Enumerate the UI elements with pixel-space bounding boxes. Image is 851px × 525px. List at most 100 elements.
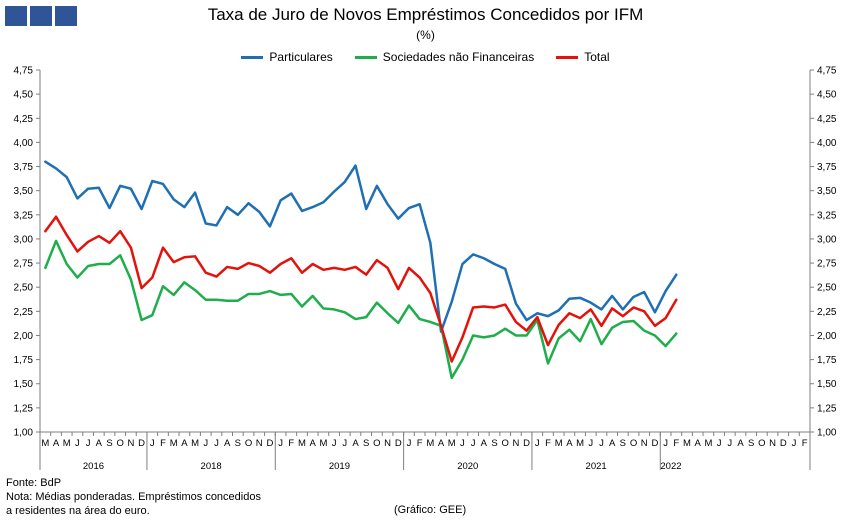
x-tick-label-month: M (448, 438, 456, 449)
chart-title: Taxa de Juro de Novos Empréstimos Conced… (207, 5, 644, 24)
x-tick-label-month: J (460, 438, 465, 449)
y-tick-label-right: 2,25 (817, 307, 837, 318)
x-tick-label-month: A (96, 438, 103, 449)
x-tick-label-month: S (491, 438, 497, 449)
x-tick-label-month: F (673, 438, 679, 449)
x-tick-label-month: J (86, 438, 91, 449)
x-tick-label-month: A (481, 438, 488, 449)
x-tick-label-month: S (106, 438, 112, 449)
chart-legend: Particulares Sociedades não Financeiras … (0, 50, 851, 64)
x-tick-label-month: J (332, 438, 337, 449)
y-tick-label-right: 2,75 (817, 259, 837, 270)
legend-label-particulares: Particulares (269, 50, 333, 64)
x-tick-label-month: J (792, 438, 797, 449)
x-tick-label-month: D (523, 438, 530, 449)
y-tick-label-left: 4,25 (14, 114, 34, 125)
x-tick-label-month: A (737, 438, 744, 449)
x-tick-label-month: N (769, 438, 776, 449)
series-line-0 (44, 160, 678, 333)
methodology-note-continued: a residentes na área do euro. (6, 505, 150, 517)
y-tick-label-left: 3,50 (14, 186, 34, 197)
x-tick-label-month: N (512, 438, 519, 449)
y-tick-label-left: 4,75 (14, 66, 34, 77)
x-tick-label-month: A (609, 438, 616, 449)
x-tick-label-month: N (641, 438, 648, 449)
x-tick-label-month: J (471, 438, 476, 449)
y-tick-label-right: 3,25 (817, 210, 837, 221)
y-tick-label-right: 3,75 (817, 162, 837, 173)
x-tick-label-month: M (319, 438, 327, 449)
x-tick-label-year: 2019 (329, 461, 350, 472)
legend-swatch-particulares (241, 55, 264, 59)
x-tick-label-year: 2018 (201, 461, 222, 472)
x-tick-label-year: 2022 (660, 461, 681, 472)
x-tick-label-month: A (310, 438, 317, 449)
x-tick-label-month: S (620, 438, 626, 449)
y-tick-label-right: 2,00 (817, 331, 837, 342)
y-tick-label-right: 1,50 (817, 379, 837, 390)
y-tick-label-left: 3,00 (14, 234, 34, 245)
x-tick-label-month: O (502, 438, 509, 449)
y-tick-label-left: 1,25 (14, 403, 34, 414)
y-tick-label-left: 3,25 (14, 210, 34, 221)
y-tick-label-left: 3,75 (14, 162, 34, 173)
chart-subtitle: (%) (416, 28, 435, 42)
y-tick-label-left: 2,75 (14, 259, 34, 270)
legend-swatch-total (556, 55, 579, 59)
y-tick-label-right: 4,75 (817, 66, 837, 77)
logo-block (5, 6, 27, 26)
x-tick-label-year: 2021 (586, 461, 607, 472)
x-tick-label-month: J (214, 438, 219, 449)
x-tick-label-year: 2016 (83, 461, 104, 472)
x-tick-label-month: N (384, 438, 391, 449)
y-tick-label-left: 1,50 (14, 379, 34, 390)
legend-item-total: Total (556, 50, 610, 64)
series-line-2 (44, 215, 678, 363)
x-tick-label-month: N (256, 438, 263, 449)
x-tick-label-month: J (663, 438, 668, 449)
x-tick-label-month: D (651, 438, 658, 449)
x-tick-label-month: S (235, 438, 241, 449)
y-tick-label-left: 2,00 (14, 331, 34, 342)
x-tick-label-month: J (203, 438, 208, 449)
y-tick-label-right: 1,00 (817, 428, 837, 439)
y-tick-label-left: 1,75 (14, 355, 34, 366)
chart-footer: Fonte: BdP Nota: Médias ponderadas. Empr… (6, 476, 261, 518)
x-tick-label-month: M (191, 438, 199, 449)
x-tick-label-month: F (160, 438, 166, 449)
legend-item-snf: Sociedades não Financeiras (354, 50, 535, 64)
x-tick-label-month: J (342, 438, 347, 449)
x-tick-label-month: J (150, 438, 155, 449)
x-tick-label-month: J (717, 438, 722, 449)
x-tick-label-month: O (758, 438, 765, 449)
chart-credit: (Gráfico: GEE) (394, 504, 467, 516)
x-tick-label-month: A (695, 438, 702, 449)
x-tick-label-month: A (438, 438, 445, 449)
y-tick-label-left: 2,50 (14, 283, 34, 294)
logo-block (55, 6, 77, 26)
x-tick-label-month: M (555, 438, 563, 449)
x-tick-label-month: D (138, 438, 145, 449)
x-tick-label-month: M (298, 438, 306, 449)
x-tick-label-month: S (363, 438, 369, 449)
x-tick-label-month: M (63, 438, 71, 449)
legend-swatch-snf (354, 55, 377, 59)
x-tick-label-month: F (417, 438, 423, 449)
x-tick-label-month: F (288, 438, 294, 449)
series-line-1 (44, 239, 678, 380)
y-tick-label-left: 2,25 (14, 307, 34, 318)
legend-label-snf: Sociedades não Financeiras (382, 50, 535, 64)
x-tick-label-month: J (588, 438, 593, 449)
x-tick-label-month: J (599, 438, 604, 449)
methodology-note: Nota: Médias ponderadas. Empréstimos con… (6, 491, 261, 503)
x-tick-label-month: A (352, 438, 359, 449)
y-tick-label-right: 4,00 (817, 138, 837, 149)
x-tick-label-month: A (224, 438, 231, 449)
logo (5, 6, 77, 26)
legend-item-particulares: Particulares (241, 50, 333, 64)
x-tick-label-month: O (117, 438, 124, 449)
x-tick-label-month: F (802, 438, 808, 449)
y-tick-label-right: 4,50 (817, 90, 837, 101)
x-tick-label-month: D (266, 438, 273, 449)
x-tick-label-month: O (630, 438, 637, 449)
